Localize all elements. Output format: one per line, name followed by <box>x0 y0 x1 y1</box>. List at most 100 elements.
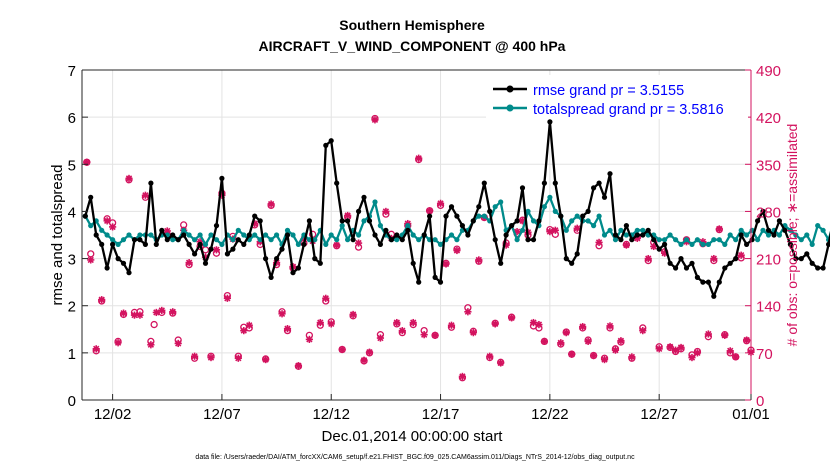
obs-assimilated-point <box>491 320 499 328</box>
rmse-point <box>263 256 269 262</box>
obs-assimilated-stroke <box>727 347 734 354</box>
obs-assimilated-point <box>283 325 292 333</box>
legend-rmse-marker <box>506 85 514 93</box>
rmse-point <box>804 251 810 257</box>
obs-assimilated-point <box>344 211 352 220</box>
spread-point <box>683 237 690 243</box>
obs-assimilated-stroke <box>235 355 242 362</box>
rmse-point <box>607 171 613 177</box>
rmse-point <box>815 265 821 271</box>
rmse-point <box>159 227 165 233</box>
chart-title-line1: Southern Hemisphere <box>339 17 485 33</box>
obs-assimilated-stroke <box>546 228 554 235</box>
rmse-point <box>591 185 597 191</box>
rmse-point <box>514 218 520 224</box>
spread-point <box>765 232 772 238</box>
obs-assimilated-stroke <box>175 340 182 347</box>
rmse-point <box>82 213 88 219</box>
rmse-point <box>481 180 487 186</box>
obs-assimilated-stroke <box>743 336 750 344</box>
spread-point <box>454 237 460 243</box>
obs-assimilated-point <box>185 259 193 267</box>
spread-point <box>607 227 613 233</box>
x-axis-label: Dec.01,2014 00:00:00 start <box>322 428 504 445</box>
obs-assimilated-stroke <box>344 212 351 219</box>
obs-assimilated-stroke <box>382 208 390 215</box>
obs-assimilated-point <box>584 337 592 346</box>
obs-assimilated-point <box>693 349 702 357</box>
rmse-point <box>640 232 646 238</box>
rmse-point <box>700 279 706 285</box>
obs-assimilated-point <box>726 347 734 355</box>
rmse-point <box>175 237 181 243</box>
spread-point <box>574 213 580 219</box>
spread-point <box>722 241 728 247</box>
y-axis-right-label: # of obs: o=possible; ∗=assimilated <box>784 124 800 347</box>
obs-assimilated-stroke <box>377 334 384 342</box>
obs-assimilated-stroke <box>213 246 220 253</box>
rmse-point <box>366 218 373 224</box>
tick-label-bottom: 12/07 <box>203 406 241 423</box>
rmse-point <box>656 246 662 252</box>
tick-label-left: 7 <box>68 63 76 80</box>
spread-point <box>689 241 695 247</box>
obs-assimilated-stroke <box>317 319 324 326</box>
rmse-point <box>142 241 148 247</box>
rmse-point <box>421 232 427 238</box>
tick-label-right: 350 <box>756 157 781 174</box>
rmse-point <box>328 138 334 144</box>
obs-assimilated-point <box>92 345 100 353</box>
tick-label-right: 280 <box>756 204 781 221</box>
obs-assimilated-point <box>606 322 614 330</box>
obs-assimilated-stroke <box>442 260 450 268</box>
rmse-point <box>755 218 761 224</box>
obs-assimilated-stroke <box>666 343 674 350</box>
rmse-point <box>235 237 241 243</box>
obs-possible-point <box>150 320 158 329</box>
rmse-point <box>623 223 630 229</box>
rmse-point <box>580 213 586 219</box>
rmse-point <box>782 227 788 233</box>
obs-assimilated-point <box>704 330 712 338</box>
spread-point <box>612 237 619 243</box>
rmse-point <box>667 260 673 266</box>
obs-assimilated-stroke <box>136 311 144 319</box>
obs-assimilated-point <box>103 217 111 225</box>
obs-assimilated-point <box>535 320 543 329</box>
obs-assimilated-point <box>212 246 221 254</box>
rmse-point <box>476 204 482 210</box>
spread-point <box>345 237 351 243</box>
spread-point <box>476 213 482 219</box>
obs-assimilated-stroke <box>672 347 679 354</box>
spread-point <box>716 237 722 243</box>
spread-point <box>115 241 121 247</box>
rmse-point <box>394 232 400 238</box>
obs-assimilated-stroke <box>601 356 608 363</box>
obs-assimilated-stroke <box>617 337 625 344</box>
obs-assimilated-point <box>371 116 379 124</box>
obs-assimilated-point <box>316 318 324 327</box>
obs-assimilated-stroke <box>360 357 368 364</box>
obs-assimilated-point <box>721 331 729 339</box>
footer-data-file: data file: /Users/raeder/DAI/ATM_forcXX/… <box>195 454 635 461</box>
obs-assimilated-stroke <box>519 217 526 225</box>
spread-point <box>252 232 258 238</box>
obs-assimilated-point <box>305 335 313 343</box>
spread-point <box>744 232 750 238</box>
obs-assimilated-point <box>508 314 516 322</box>
tick-label-right: 140 <box>756 299 781 316</box>
spread-point <box>334 237 340 243</box>
spread-point <box>394 237 400 243</box>
obs-assimilated-stroke <box>322 295 329 302</box>
rmse-point <box>137 237 143 243</box>
obs-assimilated-point <box>644 254 652 263</box>
rmse-point <box>694 274 701 280</box>
spread-point <box>552 208 558 214</box>
spread-point <box>793 232 799 238</box>
obs-assimilated-stroke <box>497 359 504 367</box>
rmse-point <box>437 279 444 285</box>
obs-assimilated-stroke <box>606 322 614 330</box>
tick-label-right: 420 <box>756 110 781 127</box>
obs-assimilated-point <box>87 256 95 264</box>
rmse-point <box>416 279 422 285</box>
